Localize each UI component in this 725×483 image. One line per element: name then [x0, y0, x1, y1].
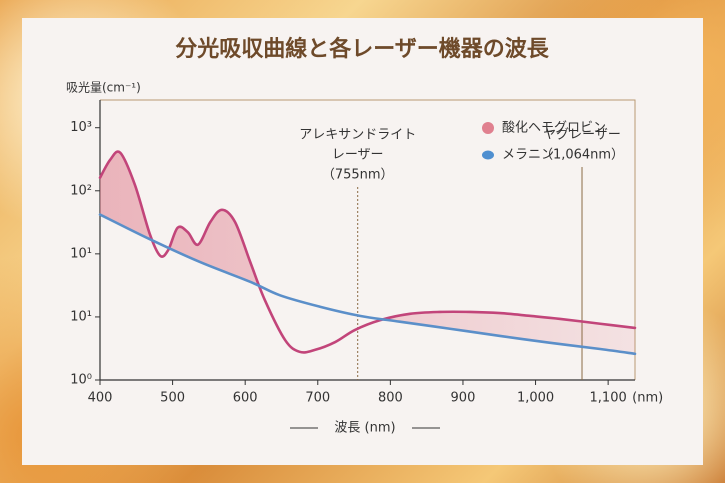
- x-unit: (nm): [632, 391, 663, 406]
- y-tick-label: 10⁰: [70, 373, 92, 388]
- x-tick-label: 600: [233, 391, 258, 406]
- annotation-text: ヤグレーザー: [543, 128, 621, 143]
- y-tick-label: 10¹: [70, 309, 92, 324]
- x-tick-label: 400: [88, 391, 113, 406]
- x-tick-label: 900: [451, 391, 476, 406]
- x-tick-label: 500: [160, 391, 185, 406]
- plot-frame: [100, 99, 636, 380]
- x-tick-label: 1,100: [590, 391, 627, 406]
- x-tick-label: 700: [305, 391, 330, 406]
- x-tick-label: 800: [378, 391, 403, 406]
- y-tick-label: 10²: [70, 183, 92, 198]
- annotation-text: レーザー: [332, 148, 384, 163]
- y-tick-label: 10¹: [70, 246, 92, 261]
- legend-label: メラニン: [502, 148, 554, 163]
- series-line: [98, 213, 637, 356]
- annotation-text: （755nm）: [322, 168, 394, 183]
- x-tick-label: 1,000: [517, 391, 554, 406]
- chart-title: 分光吸収曲線と各レーザー機器の波長: [175, 36, 550, 62]
- y-axis-label: 吸光量(cm⁻¹): [66, 81, 141, 95]
- y-tick-label: 10³: [70, 120, 92, 135]
- card: [22, 18, 703, 465]
- legend-label: 酸化ヘモグロビン: [502, 121, 606, 136]
- legend-marker: [482, 122, 494, 134]
- x-axis-label: 波長 (nm): [334, 421, 395, 436]
- series-line: [98, 150, 637, 354]
- annotation-text: アレキサンドライト: [299, 128, 416, 143]
- legend-marker: [482, 150, 494, 160]
- annotation-text: （1,064nm）: [540, 148, 624, 163]
